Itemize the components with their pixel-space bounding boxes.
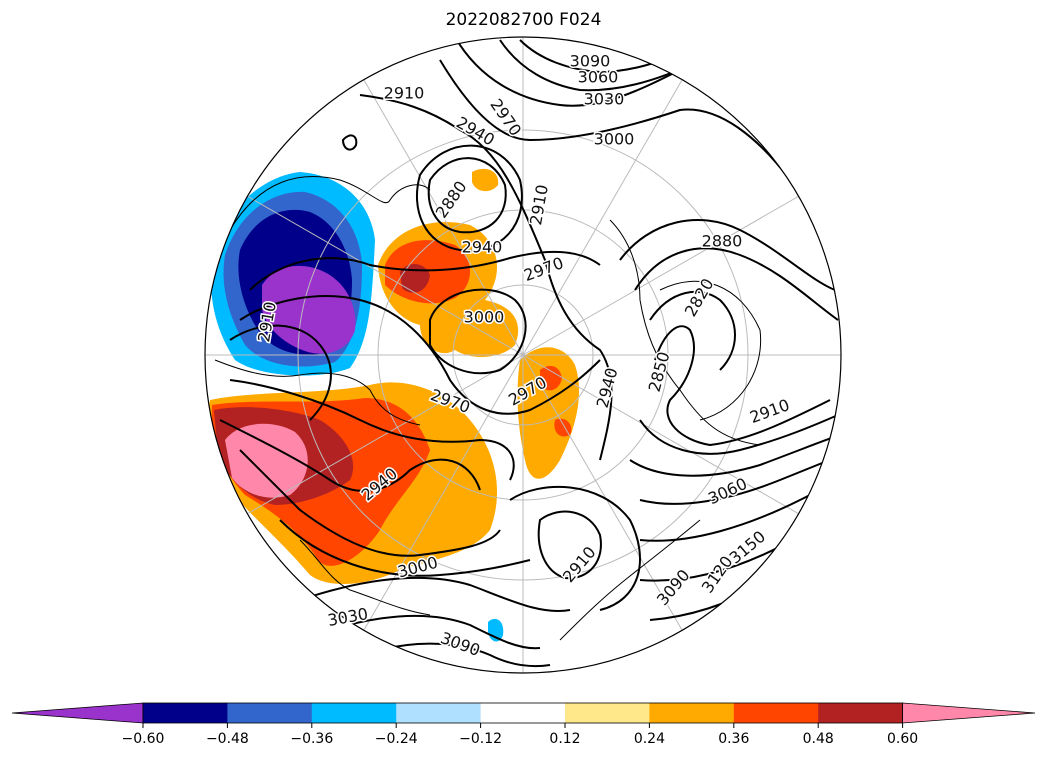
contour-label: 2940	[453, 113, 498, 150]
contour-label: 2940	[593, 366, 622, 410]
colorbar-tick-label: −0.12	[459, 731, 502, 747]
colorbar: −0.60 −0.48 −0.36 −0.24 −0.12 0.12 0.24 0.36 0.4…	[11, 702, 1036, 747]
colorbar-ticks: −0.60 −0.48 −0.36 −0.24 −0.12 0.12 0.24 0.36 0.4…	[122, 723, 918, 747]
graticule	[205, 37, 841, 673]
contour-line	[341, 134, 358, 151]
contour-line	[249, 250, 601, 291]
contour-label: 3000	[594, 130, 635, 149]
contour-label: 2880	[702, 232, 743, 251]
colorbar-segment	[227, 703, 313, 723]
colorbar-tick-label: 0.24	[634, 731, 665, 747]
contour-line	[239, 449, 501, 557]
contour-label: 3090	[438, 628, 483, 660]
colorbar-tick-label: −0.48	[206, 731, 249, 747]
contour-label: 2970	[521, 253, 566, 285]
colorbar-tick-label: −0.60	[122, 731, 165, 747]
contour-line	[359, 94, 613, 461]
contour-line	[499, 39, 701, 92]
contour-line	[379, 642, 551, 668]
contour-line	[279, 519, 531, 577]
colorbar-segment	[143, 703, 228, 723]
contour-line	[427, 157, 507, 234]
colorbar-segment	[480, 703, 566, 723]
contour-line	[329, 614, 541, 650]
contour-label: 3090	[570, 52, 611, 71]
contour-label: 2940	[462, 238, 503, 257]
anomaly-positive-spot	[472, 168, 499, 192]
colorbar-segment	[565, 703, 650, 723]
contour-label: 2880	[432, 177, 471, 221]
contour-label: 3030	[584, 90, 625, 109]
map-title: 2022082700 F024	[445, 10, 602, 30]
colorbar-tick-label: −0.36	[290, 731, 333, 747]
contour-label: 3090	[653, 566, 694, 609]
anomaly-shading	[208, 168, 580, 642]
map-boundary	[204, 36, 842, 674]
contour-line	[429, 288, 527, 375]
colorbar-extend-max	[902, 702, 1036, 724]
contour-line	[229, 379, 515, 481]
contour-label: 3060	[705, 474, 750, 508]
contour-line	[219, 419, 481, 492]
contour-line	[629, 434, 841, 477]
contour-label: 2910	[526, 183, 552, 226]
contour-line	[239, 295, 601, 415]
colorbar-tick-label: 0.60	[887, 731, 918, 747]
contour-line	[619, 219, 836, 291]
contour-line	[654, 325, 831, 447]
colorbar-tick-label: −0.24	[375, 731, 418, 747]
contour-line	[299, 576, 571, 612]
colorbar-segment	[733, 703, 819, 723]
contour-line	[634, 247, 839, 321]
contour-label: 2910	[559, 543, 600, 586]
contour-line	[509, 485, 641, 611]
contour-line	[639, 414, 839, 455]
colorbar-extend-min	[11, 702, 144, 724]
colorbar-segment	[818, 703, 904, 723]
contour-label: 3060	[578, 68, 619, 87]
anomaly-positive-west-core	[225, 423, 308, 498]
polar-map: 3090306030303000291029702940288029402910…	[204, 36, 842, 674]
colorbar-segment	[396, 703, 482, 723]
colorbar-segment	[311, 703, 397, 723]
anomaly-positive-central-strong	[540, 365, 562, 391]
contour-line	[537, 510, 602, 580]
contour-line	[439, 59, 791, 181]
anomaly-negative-core	[262, 265, 356, 354]
contour-label: 3000	[464, 308, 505, 327]
colorbar-tick-label: 0.36	[718, 731, 749, 747]
colorbar-tick-label: 0.48	[803, 731, 834, 747]
contour-line	[415, 144, 523, 252]
contour-line	[454, 37, 681, 107]
colorbar-border	[142, 702, 903, 724]
contour-line	[649, 290, 736, 371]
contour-line	[229, 324, 332, 421]
colorbar-segments	[11, 702, 1036, 724]
colorbar-segment	[649, 703, 735, 723]
contour-label: 3030	[326, 604, 369, 630]
anomaly-positive-central	[517, 347, 580, 479]
contour-label: 2910	[384, 84, 425, 103]
colorbar-tick-label: 0.12	[549, 731, 580, 747]
contour-label: 2850	[645, 350, 674, 394]
